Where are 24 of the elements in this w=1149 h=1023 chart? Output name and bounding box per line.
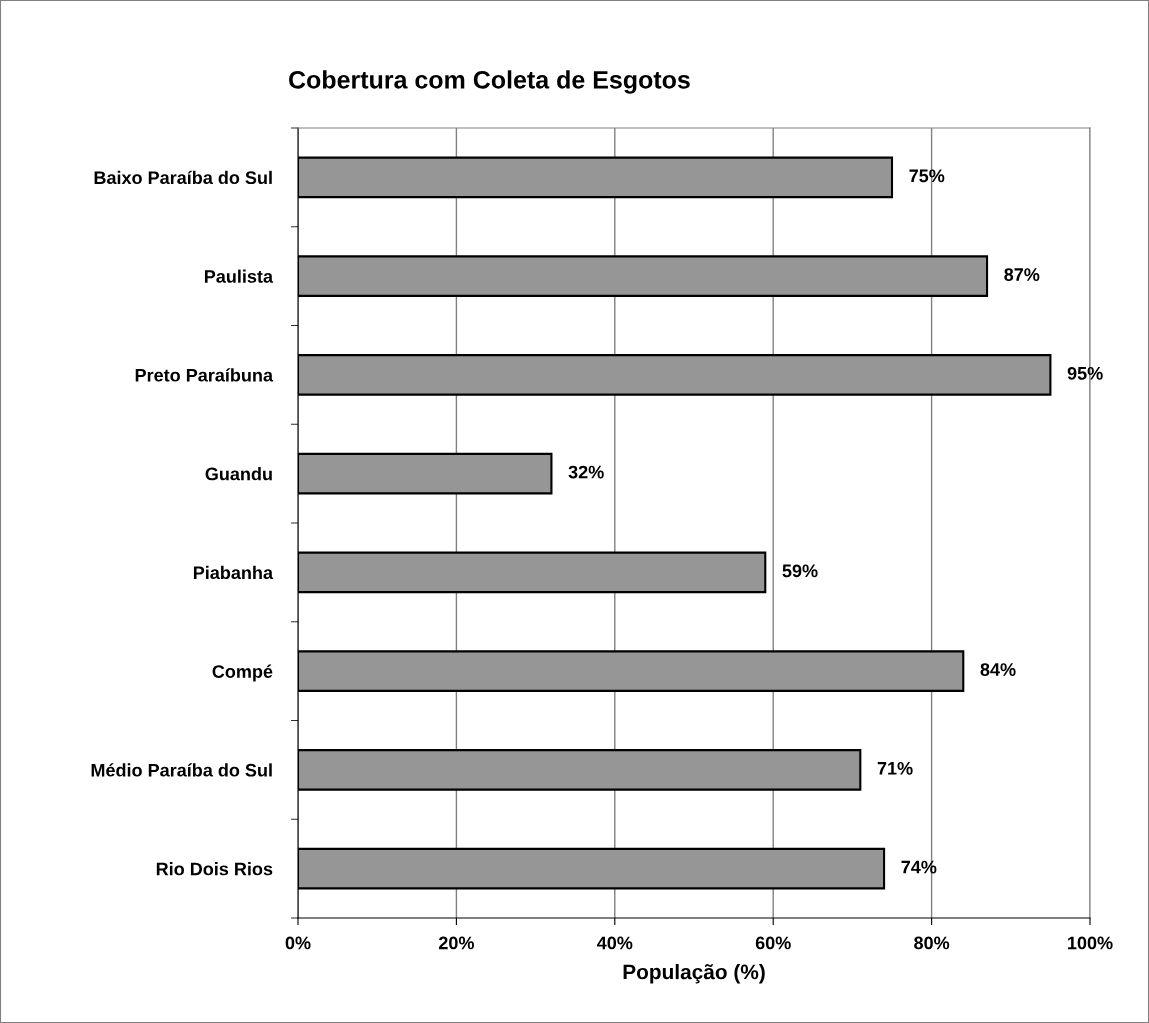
data-label: 87% (1004, 268, 1040, 281)
data-label: 75% (909, 169, 945, 183)
y-tick-label: Piabanha (193, 565, 274, 580)
data-label: 59% (782, 564, 818, 578)
x-tick-label: 60% (755, 936, 791, 950)
chart-title: Cobertura com Coleta de Esgotos (289, 70, 690, 94)
y-tick-label: Paulista (204, 269, 274, 283)
data-label: 74% (901, 860, 937, 874)
y-tick-label: Preto Paraíbuna (135, 368, 274, 382)
data-label: 32% (568, 465, 604, 479)
x-axis-title: População (%) (623, 964, 765, 984)
data-label: 84% (980, 663, 1016, 676)
x-tick-label: 40% (597, 936, 633, 950)
data-label: 71% (877, 761, 913, 775)
x-tick-label: 100% (1068, 936, 1113, 950)
y-tick-label: Baixo Paraíba do Sul (94, 170, 272, 185)
x-tick-label: 80% (914, 936, 950, 950)
y-tick-label: Médio Paraíba do Sul (91, 763, 272, 777)
x-tick-label: 20% (438, 936, 474, 950)
y-tick-label: Guandu (205, 467, 272, 481)
x-tick-label: 0% (285, 936, 311, 950)
y-tick-label: Compé (212, 664, 273, 682)
y-tick-label: Rio Dois Rios (156, 862, 273, 876)
data-label: 95% (1067, 366, 1103, 380)
